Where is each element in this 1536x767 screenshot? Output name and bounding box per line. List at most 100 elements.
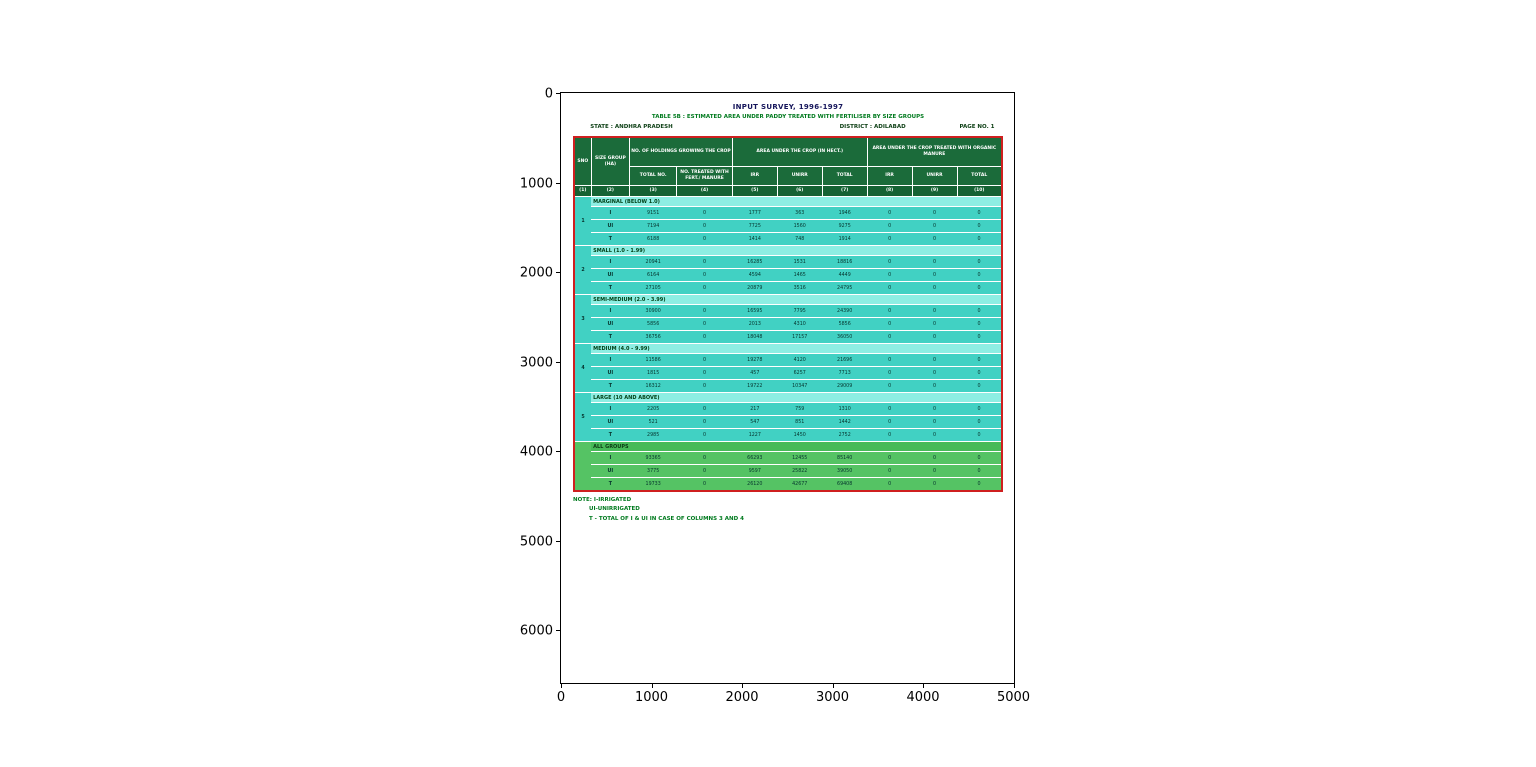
y-tick-label: 0 [544, 86, 553, 102]
value-cell: 18816 [822, 255, 868, 269]
value-cell: 6164 [629, 268, 677, 282]
irrigation-code-cell: I [591, 451, 630, 465]
size-group-row: 4 MEDIUM (4.0 - 9.99) [574, 343, 1002, 393]
column-subheader: TOTAL [956, 166, 1003, 186]
value-cell: 0 [957, 255, 1002, 269]
value-cell: 0 [957, 304, 1002, 318]
column-header: AREA UNDER THE CROP (IN HECT.) [731, 136, 868, 167]
value-cell: 0 [957, 219, 1002, 233]
value-cell: 25822 [777, 464, 823, 478]
column-number: (6) [776, 185, 823, 197]
value-cell: 0 [912, 402, 958, 416]
y-tick-label: 4000 [519, 444, 553, 460]
value-cell: 217 [732, 402, 778, 416]
column-subheader: IRR [866, 166, 913, 186]
value-cell: 9275 [822, 219, 868, 233]
value-cell: 0 [912, 330, 958, 344]
size-group-label: MEDIUM (4.0 - 9.99) [591, 343, 1002, 354]
value-cell: 0 [912, 206, 958, 220]
value-cell: 0 [912, 268, 958, 282]
value-cell: 0 [676, 366, 733, 380]
x-tick-mark [923, 684, 924, 688]
table-row: UI 1815 0 457 6257 7713 0 0 0 [574, 366, 1002, 380]
document-subtitle: TABLE 5B : ESTIMATED AREA UNDER PADDY TR… [651, 114, 925, 120]
value-cell: 1560 [777, 219, 823, 233]
value-cell: 7194 [629, 219, 677, 233]
page-number-label: PAGE NO. 1 [959, 124, 995, 130]
x-tick-label: 0 [556, 690, 566, 705]
value-cell: 0 [867, 415, 913, 429]
value-cell: 0 [957, 451, 1002, 465]
y-tick-label: 3000 [519, 354, 553, 370]
value-cell: 21696 [822, 353, 868, 367]
table-row: T 27105 0 20879 3516 24795 0 0 0 [574, 281, 1002, 295]
value-cell: 0 [867, 304, 913, 318]
value-cell: 9151 [629, 206, 677, 220]
value-cell: 0 [912, 304, 958, 318]
value-cell: 0 [676, 353, 733, 367]
sno-cell [574, 441, 592, 492]
value-cell: 18048 [732, 330, 778, 344]
column-number: (2) [590, 185, 631, 197]
x-tick-mark [742, 684, 743, 688]
irrigation-code-cell: UI [591, 366, 630, 380]
value-cell: 748 [777, 232, 823, 246]
value-cell: 0 [676, 379, 733, 393]
value-cell: 0 [912, 366, 958, 380]
sno-cell: 1 [574, 196, 592, 246]
table-row: UI 521 0 547 851 1442 0 0 0 [574, 415, 1002, 429]
value-cell: 85140 [822, 451, 868, 465]
irrigation-code-cell: T [591, 330, 630, 344]
value-cell: 19733 [629, 477, 677, 492]
value-cell: 0 [867, 379, 913, 393]
irrigation-code-cell: T [591, 428, 630, 442]
value-cell: 0 [867, 255, 913, 269]
value-cell: 30900 [629, 304, 677, 318]
column-number: (1) [573, 185, 592, 197]
table-row: T 19733 0 26120 42677 69408 0 0 0 [574, 477, 1002, 492]
value-cell: 0 [676, 219, 733, 233]
y-tick-mark [556, 451, 560, 452]
value-cell: 1815 [629, 366, 677, 380]
value-cell: 4449 [822, 268, 868, 282]
value-cell: 4120 [777, 353, 823, 367]
value-cell: 0 [912, 353, 958, 367]
value-cell: 0 [676, 232, 733, 246]
size-group-row: 1 MARGINAL (BELOW 1.0) [574, 196, 1002, 246]
value-cell: 0 [912, 428, 958, 442]
table-row: UI 3775 0 9597 25822 39050 0 0 0 [574, 464, 1002, 478]
value-cell: 547 [732, 415, 778, 429]
y-tick-mark [556, 540, 560, 542]
value-cell: 24390 [822, 304, 868, 318]
value-cell: 0 [957, 232, 1002, 246]
value-cell: 5856 [629, 317, 677, 331]
value-cell: 11586 [629, 353, 677, 367]
value-cell: 2985 [629, 428, 677, 442]
value-cell: 1442 [822, 415, 868, 429]
value-cell: 0 [912, 317, 958, 331]
plot-area: INPUT SURVEY, 1996-1997 TABLE 5B : ESTIM… [520, 86, 1030, 705]
size-group-row: 3 SEMI-MEDIUM (2.0 - 3.99) [574, 294, 1002, 344]
x-tick-label: 4000 [906, 690, 940, 705]
y-tick-label: 5000 [519, 533, 553, 549]
value-cell: 2205 [629, 402, 677, 416]
value-cell: 0 [912, 281, 958, 295]
table-row: T 6188 0 1414 748 1914 0 0 0 [574, 232, 1002, 246]
y-tick-mark [556, 630, 560, 631]
value-cell: 2013 [732, 317, 778, 331]
document-title: INPUT SURVEY, 1996-1997 [732, 103, 844, 111]
size-group-row: 2 SMALL (1.0 - 1.99) [574, 245, 1002, 295]
y-tick-label: 1000 [519, 175, 553, 191]
value-cell: 851 [777, 415, 823, 429]
column-number-row: (1) (2) (3) (4) (5) (6) (7) (8) (9) (10) [573, 185, 1003, 197]
note-line: NOTE: I-IRRIGATED [573, 497, 632, 503]
column-subheader: TOTAL NO. [629, 166, 678, 186]
value-cell: 0 [957, 477, 1002, 492]
x-tick-mark [1013, 684, 1015, 688]
value-cell: 69408 [822, 477, 868, 492]
value-cell: 2752 [822, 428, 868, 442]
column-subheader: UNIRR [911, 166, 958, 186]
value-cell: 0 [957, 464, 1002, 478]
value-cell: 0 [957, 415, 1002, 429]
